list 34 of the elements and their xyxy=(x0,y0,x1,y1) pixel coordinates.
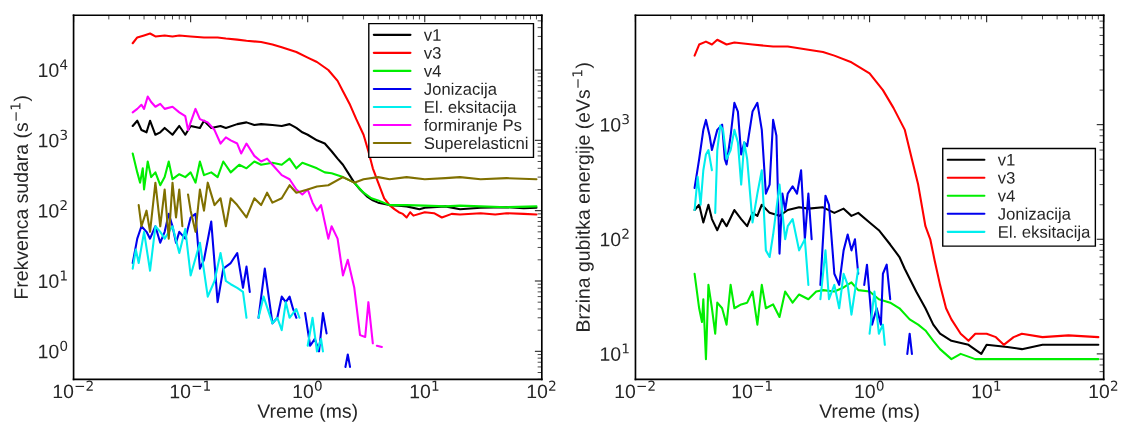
legend-label: v3 xyxy=(423,47,441,59)
x-tick-label: 10$^{−1}$ xyxy=(732,380,772,399)
legend-label: Jonizacija xyxy=(998,207,1071,224)
y-tick-label: 10$^{3}$ xyxy=(39,129,67,148)
x-tick-label: 10$^{−1}$ xyxy=(170,380,210,399)
legend-label: v3 xyxy=(997,171,1015,184)
y-tick-label: 10$^{3}$ xyxy=(600,113,629,132)
x-axis-title: Vreme (ms) xyxy=(257,403,357,422)
legend-label: v1 xyxy=(997,154,1015,166)
y-axis-title: Brzina gubitka energije (eVs$^{−1}$) xyxy=(572,63,594,331)
legend-label: Superelasticni xyxy=(424,136,528,153)
y-axis-title: Frekvenca sudara (s$^{−1}$) xyxy=(10,96,32,298)
legend-label: v4 xyxy=(423,65,441,77)
y-tick-label: 10$^{4}$ xyxy=(39,59,68,78)
y-tick-label: 10$^{2}$ xyxy=(39,200,67,218)
x-tick-label: 10$^{1}$ xyxy=(410,380,439,399)
y-tick-label: 10$^{1}$ xyxy=(600,343,629,361)
x-tick-label: 10$^{0}$ xyxy=(855,380,884,399)
legend-label: Jonizacija xyxy=(424,82,497,99)
legend-label: El. eksitacija xyxy=(425,100,517,117)
legend-label: v4 xyxy=(997,190,1015,202)
legend-label: formiranje Ps xyxy=(424,118,522,135)
legend-label: v1 xyxy=(423,29,441,41)
x-axis-title: Vreme (ms) xyxy=(819,403,919,422)
x-tick-label: 10$^{−2}$ xyxy=(615,380,655,399)
x-tick-label: 10$^{1}$ xyxy=(972,380,1001,399)
x-tick-label: 10$^{2}$ xyxy=(1089,380,1118,399)
y-tick-label: 10$^{0}$ xyxy=(39,340,68,359)
x-tick-label: 10$^{2}$ xyxy=(527,380,556,399)
x-tick-label: 10$^{0}$ xyxy=(293,380,322,399)
legend-label: El. eksitacija xyxy=(999,225,1091,242)
y-tick-label: 10$^{1}$ xyxy=(39,270,67,289)
y-tick-label: 10$^{2}$ xyxy=(600,228,629,247)
x-tick-label: 10$^{−2}$ xyxy=(53,380,93,399)
